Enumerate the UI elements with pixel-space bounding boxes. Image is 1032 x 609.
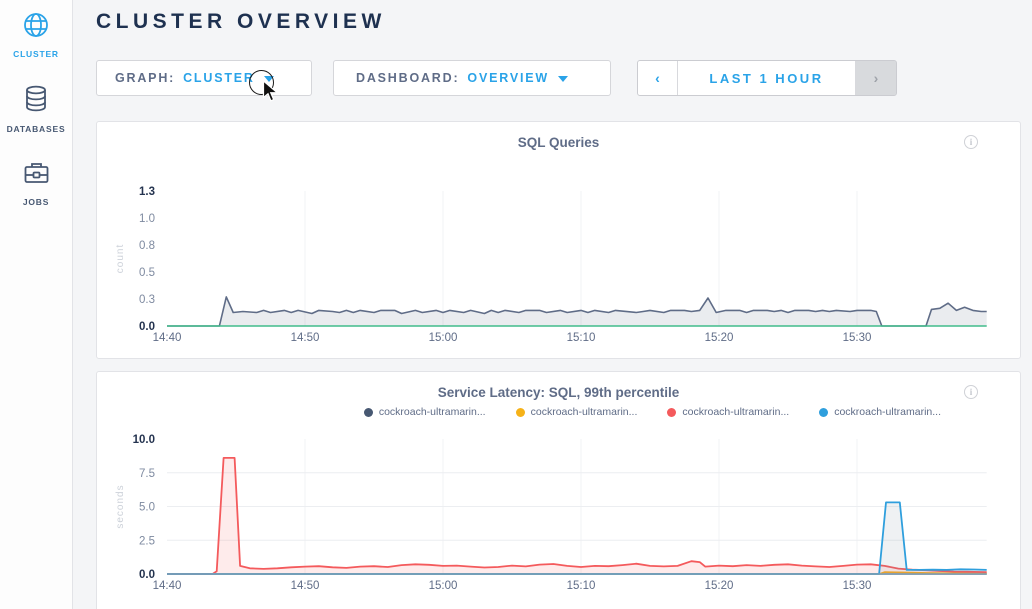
info-icon[interactable]: i [964,135,978,149]
series-area-latency-node-red [167,457,987,574]
chevron-down-icon [557,75,568,82]
time-range-selector: ‹ LAST 1 HOUR › [637,60,897,96]
chart-title: Service Latency: SQL, 99th percentile [437,385,680,400]
x-axis-tick: 14:50 [291,332,320,344]
legend-item[interactable]: cockroach-ultramarin... [819,406,941,418]
legend-dot-icon [515,407,525,417]
x-axis-tick: 14:50 [291,580,320,592]
time-range-prev-button[interactable]: ‹ [638,61,678,95]
legend-label: cockroach-ultramarin... [834,406,941,418]
sql-queries-panel: 0.0 0.3 0.5 0.8 1.0 1.3 14:40 14:50 15:00 15:10 15… [96,121,1021,359]
x-axis-tick: 15:30 [843,332,872,344]
legend-label: cockroach-ultramarin... [530,406,638,418]
x-axis-tick: 15:10 [567,580,596,592]
y-axis-tick: 1.0 [139,213,155,225]
chart-title: SQL Queries [517,135,600,150]
legend-dot-icon [819,407,829,417]
sidebar-item-label: DATABASES [6,124,66,134]
legend-item[interactable]: cockroach-ultramarin... [363,406,486,418]
y-axis-tick: 10.0 [133,434,155,446]
legend-dot-icon [363,407,373,417]
y-axis-tick: 0.0 [139,321,155,333]
x-axis-tick: 15:00 [429,580,458,592]
sidebar-item-label: CLUSTER [13,49,59,59]
legend-label: cockroach-ultramarin... [378,406,486,418]
sidebar-item-jobs[interactable]: JOBS [0,148,72,221]
time-range-value[interactable]: LAST 1 HOUR [678,61,856,95]
sidebar-item-label: JOBS [22,197,50,207]
x-axis-tick: 15:20 [705,332,734,344]
y-axis-tick: 5.0 [139,502,155,514]
y-axis-tick: 0.0 [139,569,155,581]
dashboard-dropdown-value: OVERVIEW [467,71,549,85]
y-axis-tick: 0.8 [139,240,155,252]
x-axis-tick: 15:10 [567,332,596,344]
series-line-latency-node-red [167,457,987,575]
y-axis-tick: 2.5 [139,535,155,547]
briefcase-icon [0,160,72,191]
y-axis-label: seconds [115,484,126,528]
legend-item[interactable]: cockroach-ultramarin... [515,406,638,418]
graph-dropdown-value: CLUSTER [183,71,255,85]
legend-label: cockroach-ultramarin... [682,406,790,418]
sidebar-item-cluster[interactable]: CLUSTER [0,0,72,73]
sidebar-item-databases[interactable]: DATABASES [0,73,72,148]
sql-queries-chart: 0.0 0.3 0.5 0.8 1.0 1.3 14:40 14:50 15:00 15:10 15… [115,186,987,344]
y-axis-tick: 7.5 [139,468,155,480]
dashboard-dropdown[interactable]: DASHBOARD: OVERVIEW [333,60,611,96]
x-axis-tick: 15:00 [429,332,458,344]
x-axis-tick: 14:40 [153,580,182,592]
globe-icon [0,12,72,43]
legend-dot-icon [667,407,677,417]
graph-dropdown-label: GRAPH: [115,71,176,85]
series-line-sql-queries [167,296,987,327]
y-axis-tick: 1.3 [139,186,155,198]
service-latency-panel: 0.0 2.5 5.0 7.5 10.0 14:40 14:50 15:00 15:10 15:2… [96,371,1021,609]
y-axis-label: count [115,244,126,273]
x-axis-tick: 15:20 [705,580,734,592]
x-axis-tick: 14:40 [153,332,182,344]
page-title: CLUSTER OVERVIEW [96,10,386,33]
chart-legend: cockroach-ultramarin... cockroach-ultrama… [97,404,1022,420]
graph-dropdown[interactable]: GRAPH: CLUSTER [96,60,312,96]
dashboard-dropdown-label: DASHBOARD: [356,71,460,85]
series-line-latency-node-blue [167,501,987,575]
service-latency-chart: 0.0 2.5 5.0 7.5 10.0 14:40 14:50 15:00 15:10 15:2… [115,434,987,592]
legend-item[interactable]: cockroach-ultramarin... [667,406,789,418]
database-icon [0,85,72,118]
series-area-latency-node-blue [167,502,987,574]
info-icon[interactable]: i [964,385,978,399]
time-range-next-button: › [856,61,896,95]
sidebar: CLUSTER DATABASES JOBS [0,0,73,609]
chevron-down-icon [263,75,274,82]
x-axis-tick: 15:30 [843,580,872,592]
y-axis-tick: 0.3 [139,294,155,306]
y-axis-tick: 0.5 [139,267,155,279]
